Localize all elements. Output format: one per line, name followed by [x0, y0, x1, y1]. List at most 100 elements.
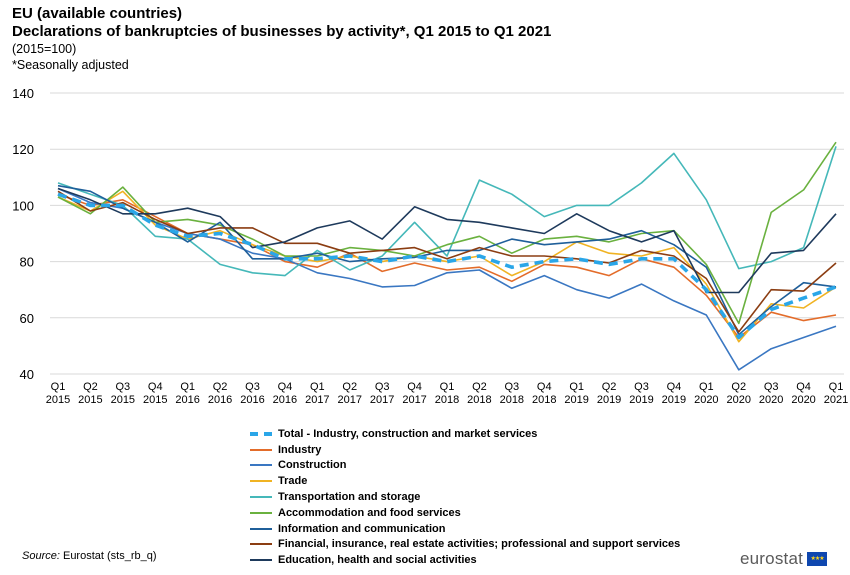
x-tick-label-year: 2019	[662, 394, 686, 406]
legend-label: Total - Industry, construction and marke…	[278, 427, 538, 440]
source-label: Source:	[22, 550, 60, 562]
x-tick-label-year: 2020	[694, 394, 718, 406]
legend-item: Industry	[250, 442, 680, 458]
x-tick-label-quarter: Q2	[213, 381, 228, 393]
y-tick-label: 40	[20, 367, 34, 382]
x-tick-label-year: 2020	[759, 394, 783, 406]
x-tick-label-quarter: Q3	[634, 381, 649, 393]
source-note: Source: Eurostat (sts_rb_q)	[22, 550, 157, 562]
legend-label: Trade	[278, 475, 308, 488]
legend-item: Construction	[250, 458, 680, 474]
x-tick-label-quarter: Q1	[440, 381, 455, 393]
eu-flag-icon: ★★★	[807, 552, 828, 566]
series-line-education-health-and-social-activities	[57, 187, 837, 294]
line-chart: 406080100120140Q12015Q22015Q32015Q42015Q…	[12, 86, 848, 406]
legend-item: Education, health and social activities	[250, 552, 680, 568]
x-tick-label-quarter: Q4	[148, 381, 163, 393]
legend-label: Financial, insurance, real estate activi…	[278, 538, 681, 551]
legend-label: Construction	[278, 459, 347, 472]
x-tick-label-quarter: Q4	[407, 381, 422, 393]
x-tick-label-year: 2017	[402, 394, 426, 406]
x-tick-label-year: 2015	[46, 394, 70, 406]
y-tick-label: 80	[20, 255, 34, 270]
x-tick-label-year: 2019	[564, 394, 588, 406]
x-tick-label-quarter: Q1	[569, 381, 584, 393]
series-line-total-industry-construction-and-market-services	[57, 192, 837, 340]
y-tick-label: 140	[12, 86, 34, 101]
y-tick-label: 120	[12, 142, 34, 157]
footnote: *Seasonally adjusted	[12, 58, 129, 72]
x-tick-label-quarter: Q3	[764, 381, 779, 393]
x-tick-label-year: 2019	[597, 394, 621, 406]
x-tick-label-quarter: Q4	[796, 381, 811, 393]
series-line-financial-insurance-real-estate-activities-professional-and-support-services	[57, 190, 837, 333]
x-tick-label-year: 2015	[78, 394, 102, 406]
legend-swatch	[250, 448, 272, 451]
series-line-trade	[57, 190, 837, 343]
legend-label: Accommodation and food services	[278, 506, 461, 519]
x-tick-label-year: 2020	[791, 394, 815, 406]
x-tick-label-year: 2018	[467, 394, 491, 406]
x-tick-label-year: 2015	[111, 394, 135, 406]
x-tick-label-quarter: Q4	[537, 381, 552, 393]
legend-swatch	[250, 511, 272, 514]
legend-swatch	[250, 559, 272, 562]
legend-label: Transportation and storage	[278, 491, 421, 504]
legend-item: Information and communication	[250, 521, 680, 537]
x-tick-label-quarter: Q1	[829, 381, 844, 393]
series-line-transportation-and-storage	[57, 146, 837, 277]
x-tick-label-year: 2016	[208, 394, 232, 406]
x-tick-label-quarter: Q1	[699, 381, 714, 393]
series-line-information-and-communication	[57, 184, 837, 336]
legend-item: Trade	[250, 473, 680, 489]
x-tick-label-quarter: Q2	[602, 381, 617, 393]
legend-label: Information and communication	[278, 522, 446, 535]
x-tick-label-year: 2017	[305, 394, 329, 406]
legend-swatch	[250, 431, 272, 436]
y-tick-label: 100	[12, 198, 34, 213]
x-tick-label-year: 2015	[143, 394, 167, 406]
x-tick-label-quarter: Q4	[667, 381, 682, 393]
x-tick-label-year: 2021	[824, 394, 848, 406]
x-tick-label-year: 2020	[727, 394, 751, 406]
legend-label: Industry	[278, 443, 322, 456]
x-tick-label-quarter: Q1	[51, 381, 66, 393]
series-line-industry	[57, 193, 837, 339]
x-tick-label-year: 2017	[370, 394, 394, 406]
chart-titles: EU (available countries) Declarations of…	[12, 5, 551, 73]
x-tick-label-quarter: Q2	[472, 381, 487, 393]
legend-item: Total - Industry, construction and marke…	[250, 426, 680, 442]
x-tick-label-quarter: Q2	[83, 381, 98, 393]
series-line-construction	[57, 187, 837, 371]
legend-swatch	[250, 543, 272, 546]
x-tick-label-year: 2016	[240, 394, 264, 406]
x-tick-label-quarter: Q3	[115, 381, 130, 393]
legend-label: Education, health and social activities	[278, 554, 477, 567]
legend-item: Transportation and storage	[250, 489, 680, 505]
x-tick-label-year: 2019	[629, 394, 653, 406]
legend-swatch	[250, 496, 272, 499]
x-tick-label-quarter: Q3	[375, 381, 390, 393]
series-line-accommodation-and-food-services	[57, 141, 837, 325]
x-tick-label-quarter: Q1	[310, 381, 325, 393]
x-tick-label-year: 2016	[175, 394, 199, 406]
legend-swatch	[250, 480, 272, 483]
x-tick-label-quarter: Q4	[278, 381, 293, 393]
chart-subtitle: Declarations of bankruptcies of business…	[12, 23, 552, 40]
x-tick-label-year: 2017	[338, 394, 362, 406]
x-tick-label-quarter: Q3	[504, 381, 519, 393]
legend-swatch	[250, 527, 272, 530]
x-tick-label-quarter: Q1	[180, 381, 195, 393]
x-tick-label-year: 2016	[273, 394, 297, 406]
x-tick-label-quarter: Q2	[342, 381, 357, 393]
legend-item: Accommodation and food services	[250, 505, 680, 521]
x-tick-label-quarter: Q2	[731, 381, 746, 393]
eurostat-logo: eurostat ★★★	[740, 549, 828, 569]
source-text: Eurostat (sts_rb_q)	[59, 550, 157, 562]
x-tick-label-year: 2018	[435, 394, 459, 406]
x-tick-label-quarter: Q3	[245, 381, 260, 393]
x-tick-label-year: 2018	[532, 394, 556, 406]
chart-legend: Total - Industry, construction and marke…	[250, 426, 680, 568]
y-tick-label: 60	[20, 311, 34, 326]
legend-swatch	[250, 464, 272, 467]
